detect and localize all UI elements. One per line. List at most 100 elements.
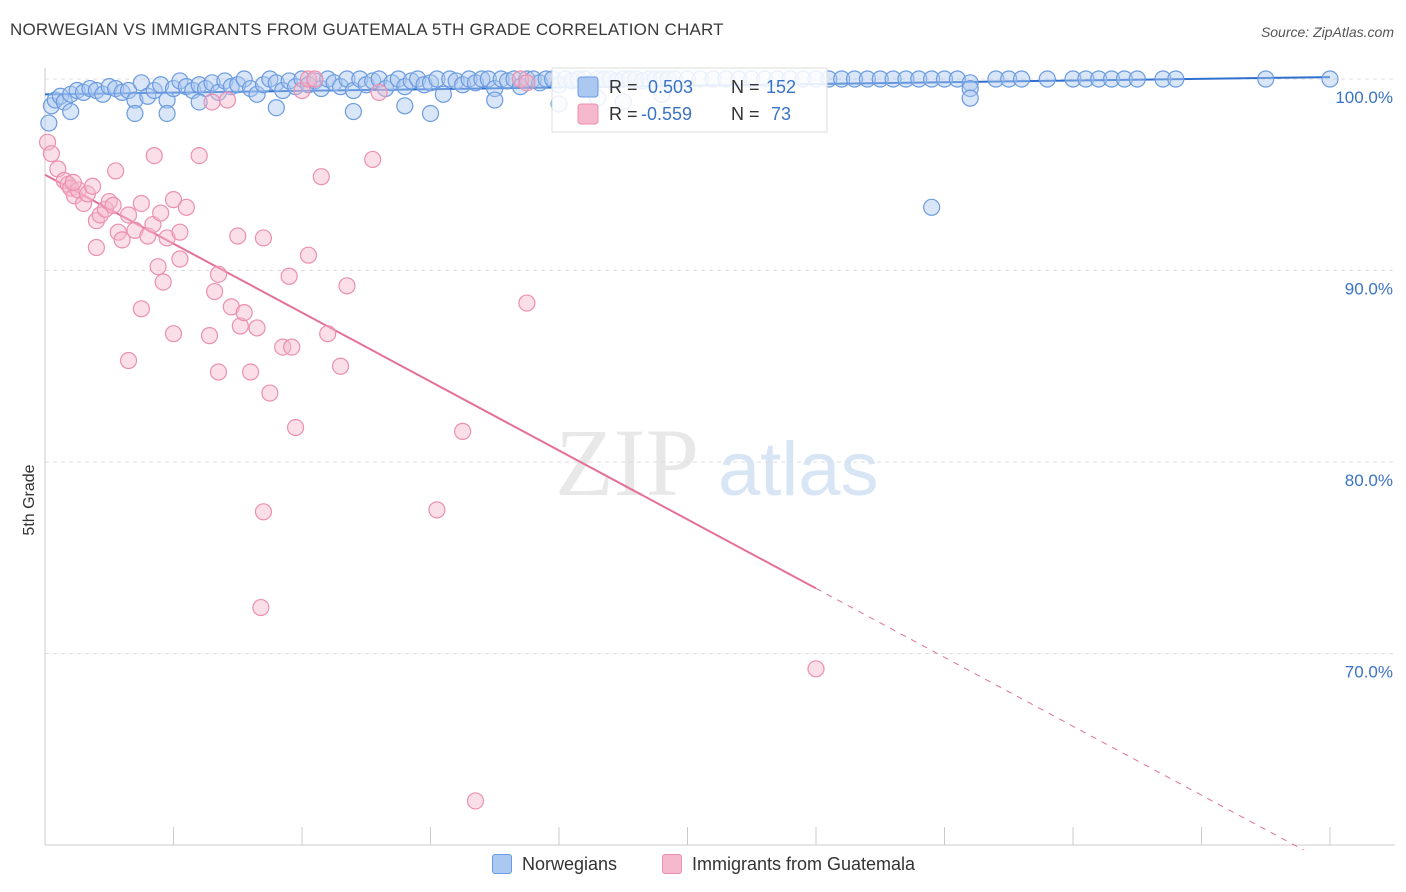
norwegian-point: [152, 76, 170, 94]
norwegian-point: [897, 70, 915, 88]
guatemala-point: [87, 238, 106, 257]
norwegian-point: [1064, 70, 1082, 88]
norwegian-point: [1102, 70, 1121, 88]
guatemala-point: [364, 150, 382, 169]
guatemala-point: [454, 422, 472, 440]
guatemala-point: [299, 70, 318, 88]
watermark-atlas: atlas: [718, 427, 879, 512]
norwegian-point: [396, 78, 414, 96]
y-tick-label: 80.0%: [1345, 471, 1393, 490]
norwegian-point: [961, 74, 979, 92]
norwegian-point: [910, 70, 928, 88]
norwegian-point: [267, 99, 285, 117]
guatemala-point: [428, 501, 446, 519]
guatemala-point: [171, 223, 189, 241]
norwegian-point: [1115, 70, 1134, 88]
guatemala-point: [274, 338, 292, 356]
norwegian-point: [923, 198, 941, 216]
guatemala-point: [119, 351, 138, 370]
guatemala-point: [209, 363, 228, 381]
norwegian-point: [948, 70, 966, 88]
guatemala-point: [235, 304, 253, 322]
norwegian-point: [434, 85, 452, 103]
norwegian-point: [203, 74, 221, 92]
legend-r-value-2: -0.559: [641, 104, 692, 124]
norwegian-point: [1038, 70, 1056, 88]
guatemala-point: [74, 194, 93, 213]
guatemala-point: [248, 319, 266, 337]
norwegian-point: [1090, 70, 1108, 88]
guatemala-point: [145, 147, 163, 165]
guatemala-point: [370, 83, 388, 102]
norwegian-point: [248, 85, 266, 103]
legend-swatch-norwegians: [492, 854, 512, 874]
legend-r-label-2: R =: [609, 104, 638, 124]
guatemala-point: [518, 294, 536, 312]
guatemala-point: [132, 194, 150, 213]
legend-swatch-guatemala: [662, 854, 682, 874]
watermark-zip: ZIP: [555, 409, 699, 516]
guatemala-point: [113, 231, 131, 249]
norwegian-point: [1167, 70, 1185, 88]
scatter-chart: ZIP atlas 100.0%90.0%80.0%70.0%0.0%100.0…: [21, 67, 1395, 850]
norwegian-point: [158, 104, 176, 123]
legend-swatch-blue: [577, 76, 599, 98]
norwegian-point: [126, 104, 144, 123]
guatemala-point: [466, 792, 485, 810]
norwegian-point: [492, 70, 510, 88]
y-axis-title: 5th Grade: [21, 464, 38, 535]
norwegian-point: [1077, 70, 1095, 88]
guatemala-point: [229, 227, 247, 245]
norwegian-point: [1257, 70, 1275, 88]
guatemala-point: [286, 418, 305, 437]
guatemala-point: [206, 282, 224, 301]
guatemala-point: [203, 93, 221, 111]
guatemala-point: [209, 265, 228, 283]
guatemala-point: [331, 357, 350, 375]
legend-item-norwegians: Norwegians: [492, 852, 617, 876]
norwegian-point: [833, 70, 851, 88]
norwegian-point: [145, 81, 163, 100]
norwegian-point: [171, 72, 189, 90]
legend-r-value-1: 0.503: [648, 77, 693, 97]
y-tick-label: 90.0%: [1345, 280, 1393, 299]
guatemala-point: [177, 198, 195, 216]
guatemala-point: [299, 246, 318, 264]
legend-r-label-1: R =: [609, 77, 638, 97]
guatemala-point: [252, 598, 270, 617]
norwegian-point: [119, 81, 138, 100]
guatemala-point: [283, 338, 301, 356]
guatemala-point: [218, 91, 237, 109]
guatemala-point: [83, 177, 102, 195]
guatemala-point: [242, 363, 260, 381]
norwegian-point: [68, 81, 86, 100]
guatemala-point: [254, 503, 273, 521]
norwegian-point: [235, 70, 253, 88]
guatemala-point: [164, 325, 183, 343]
y-tick-label: 100.0%: [1335, 88, 1393, 107]
guatemala-point: [64, 173, 82, 192]
axes: 100.0%90.0%80.0%70.0%0.0%100.0%: [44, 68, 1395, 846]
norwegian-point: [987, 70, 1005, 88]
norwegian-point: [222, 78, 240, 96]
stats-legend: R = 0.503 N = 152 R = -0.559 N = 73: [551, 67, 828, 133]
norwegian-point: [845, 70, 864, 88]
guatemala-point: [261, 384, 279, 402]
norwegian-point: [1128, 70, 1146, 88]
norwegian-point: [409, 70, 427, 88]
guatemala-point: [104, 196, 122, 214]
chart-title: NORWEGIAN VS IMMIGRANTS FROM GUATEMALA 5…: [10, 20, 724, 39]
norwegian-point: [242, 79, 260, 98]
legend-item-guatemala: Immigrants from Guatemala: [662, 852, 915, 876]
guatemala-point: [280, 267, 298, 285]
norwegian-point: [858, 70, 877, 88]
legend-n-label-1: N =: [731, 77, 760, 97]
norwegian-point: [351, 70, 369, 88]
norwegian-point: [884, 70, 902, 88]
guatemala-point: [107, 162, 125, 180]
guatemala-point: [200, 327, 219, 345]
norwegian-point: [428, 70, 446, 88]
norwegian-point: [1321, 70, 1339, 88]
guatemala-point: [518, 74, 536, 92]
norwegian-point: [113, 83, 131, 102]
